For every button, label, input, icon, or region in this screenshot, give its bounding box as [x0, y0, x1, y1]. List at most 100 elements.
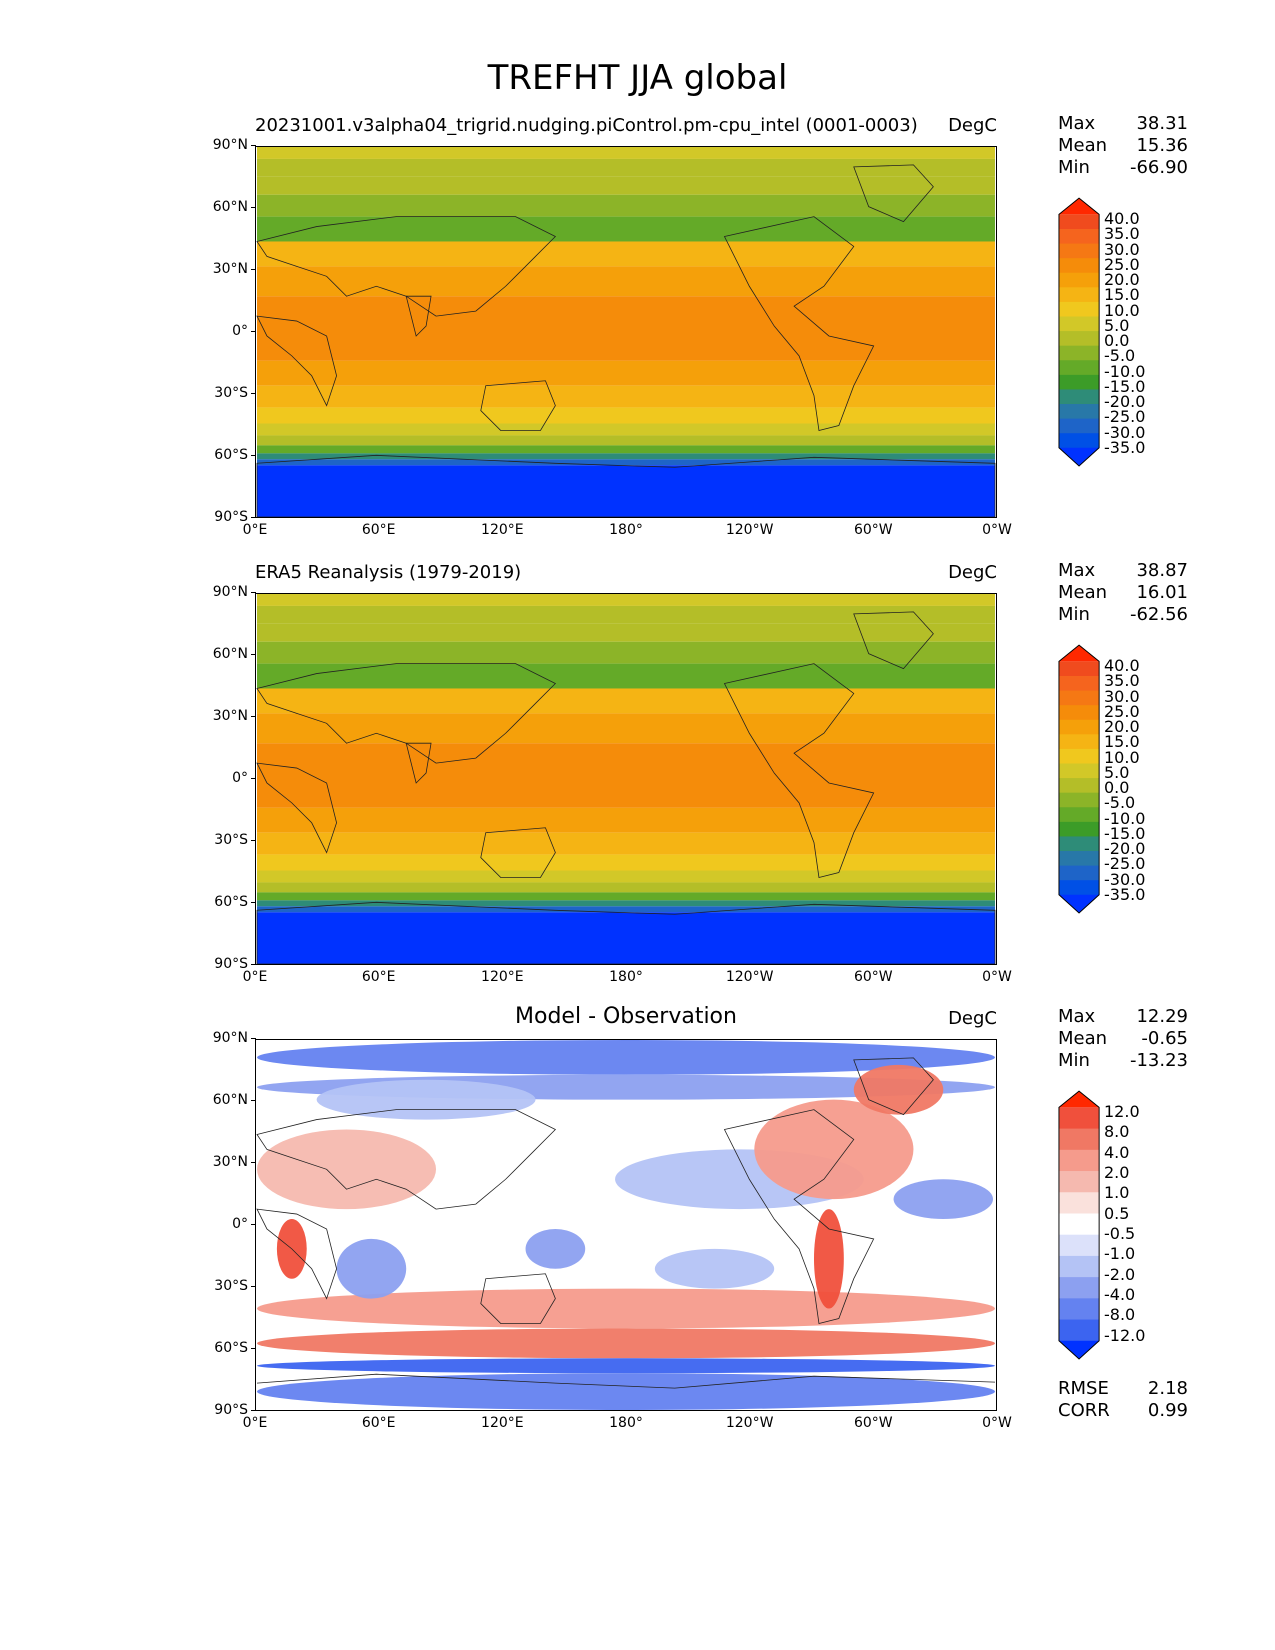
x-tick-label: 120°E: [481, 1415, 524, 1431]
stat-label: Mean: [1058, 1028, 1108, 1049]
colorbar-label: 20.0: [1104, 270, 1140, 289]
colorbar-label: 0.0: [1104, 778, 1130, 797]
stat-row: Min -66.90: [1058, 157, 1188, 179]
panel-left-title: ERA5 Reanalysis (1979-2019): [255, 562, 522, 583]
panel-left-title: 20231001.v3alpha04_trigrid.nudging.piCon…: [255, 115, 918, 136]
y-tick-label: 60°N: [188, 646, 256, 662]
stat-value: 38.87: [1136, 560, 1188, 581]
colorbar-label: -20.0: [1104, 392, 1146, 411]
y-tick-label: 30°N: [188, 1154, 256, 1170]
y-tick-label: 90°S: [188, 1402, 256, 1418]
x-tick-label: 180°: [609, 1415, 643, 1431]
colorbar-label: -20.0: [1104, 839, 1146, 858]
colorbar-label: -10.0: [1104, 361, 1146, 381]
x-tick-label: 120°W: [725, 969, 774, 985]
stat-value: 12.29: [1136, 1006, 1188, 1027]
stat-value: 2.18: [1147, 1378, 1188, 1399]
stat-label: Min: [1058, 604, 1090, 625]
colorbar-label: 35.0: [1104, 671, 1140, 691]
stat-row: Max 38.31: [1058, 113, 1188, 135]
colorbar-label: 4.0: [1104, 1142, 1130, 1162]
colorbar-label: -5.0: [1104, 793, 1136, 813]
y-tick-label: 60°S: [188, 894, 256, 910]
panel-3: Model - Observation DegC 90°N 60°N 30°N 0° 30°…: [0, 1004, 1275, 1478]
y-tick-label: 0°: [188, 1216, 256, 1232]
colorbar-label: 40.0: [1104, 209, 1140, 228]
stats-box: Max 38.31 Mean 15.36 Min -66.90: [1058, 113, 1188, 179]
y-tick-label: 90°N: [188, 137, 256, 153]
x-tick-label: 60°W: [853, 1415, 893, 1431]
stat-value: -13.23: [1129, 1050, 1188, 1071]
stat-row: Min -62.56: [1058, 604, 1188, 626]
colorbar-label: -15.0: [1104, 376, 1146, 396]
stat-label: Max: [1058, 113, 1096, 134]
panel-units: DegC: [948, 1008, 997, 1029]
x-tick-label: 60°E: [361, 969, 396, 985]
stat-label: Max: [1058, 560, 1096, 581]
x-tick-label: 60°W: [853, 969, 893, 985]
y-tick-label: 30°S: [188, 832, 256, 848]
x-tick-label: 60°E: [361, 1415, 396, 1431]
colorbar-label: 2.0: [1104, 1163, 1130, 1182]
stat-value: -66.90: [1129, 157, 1188, 178]
x-tick-label: 60°W: [853, 522, 893, 538]
y-tick-label: 30°N: [188, 261, 256, 277]
colorbar-label: -25.0: [1104, 854, 1146, 874]
x-tick-label: 120°W: [725, 522, 774, 538]
colorbar-label: 5.0: [1104, 315, 1130, 335]
stat-row: Mean 15.36: [1058, 135, 1188, 157]
map-field: [256, 1040, 996, 1410]
colorbar-label: 10.0: [1104, 747, 1140, 767]
colorbar-label: 0.0: [1104, 331, 1130, 350]
stat-label: Min: [1058, 1050, 1090, 1071]
y-tick-label: 90°N: [188, 584, 256, 600]
map-plot: [255, 146, 997, 518]
colorbar-label: 0.5: [1104, 1203, 1130, 1223]
stat-label: Min: [1058, 157, 1090, 178]
colorbar: [1058, 644, 1100, 914]
stat-row: Mean -0.65: [1058, 1028, 1188, 1050]
x-tick-label: 180°: [609, 969, 643, 985]
colorbar-label: -8.0: [1104, 1305, 1136, 1325]
extra-stats-box: RMSE 2.18 CORR 0.99: [1058, 1378, 1188, 1422]
x-tick-label: 0°E: [242, 1415, 268, 1431]
y-tick-label: 60°N: [188, 1092, 256, 1108]
map-field: [256, 594, 996, 964]
figure-title: TREFHT JJA global: [487, 58, 788, 98]
y-tick-label: 90°N: [188, 1030, 256, 1046]
panel-units: DegC: [948, 115, 997, 136]
y-tick-label: 60°N: [188, 199, 256, 215]
stats-box: Max 12.29 Mean -0.65 Min -13.23: [1058, 1006, 1188, 1072]
colorbar-label: 15.0: [1104, 732, 1140, 752]
x-tick-label: 0°E: [242, 969, 268, 985]
map-plot: [255, 1039, 997, 1411]
y-tick-label: 60°S: [188, 1340, 256, 1356]
colorbar-label: -35.0: [1104, 884, 1146, 904]
colorbar-label: 35.0: [1104, 224, 1140, 244]
colorbar-label: -30.0: [1104, 869, 1146, 889]
x-tick-label: 0°W: [982, 522, 1012, 538]
stat-label: RMSE: [1058, 1378, 1109, 1399]
y-tick-label: 60°S: [188, 447, 256, 463]
panel-units: DegC: [948, 562, 997, 583]
colorbar-label: 10.0: [1104, 300, 1140, 320]
stat-value: -0.65: [1141, 1028, 1188, 1049]
colorbar-label: -30.0: [1104, 422, 1146, 442]
colorbar-label: 15.0: [1104, 285, 1140, 305]
x-tick-label: 0°E: [242, 522, 268, 538]
colorbar-label: -1.0: [1104, 1244, 1136, 1264]
colorbar-label: 25.0: [1104, 254, 1140, 274]
map-plot: [255, 593, 997, 965]
y-tick-label: 30°N: [188, 708, 256, 724]
colorbar-label: -2.0: [1104, 1264, 1136, 1284]
colorbar-label: 1.0: [1104, 1183, 1130, 1203]
colorbar-label: 30.0: [1104, 239, 1140, 259]
y-tick-label: 0°: [188, 770, 256, 786]
y-tick-label: 90°S: [188, 509, 256, 525]
colorbar-label: -12.0: [1104, 1325, 1146, 1345]
stat-value: -62.56: [1129, 604, 1188, 625]
y-tick-label: 90°S: [188, 956, 256, 972]
panel-center-title: Model - Observation: [515, 1004, 737, 1029]
map-field: [256, 147, 996, 517]
stat-label: Mean: [1058, 135, 1108, 156]
